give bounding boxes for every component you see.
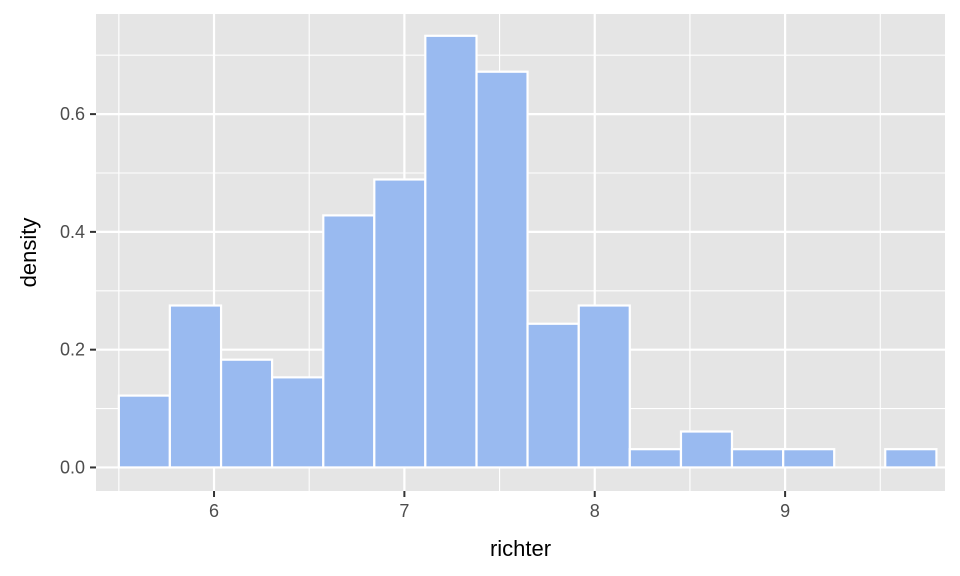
histogram-bar <box>730 448 785 469</box>
histogram-bar <box>424 34 478 469</box>
histogram-bar <box>884 448 938 469</box>
y-tick-label: 0.4 <box>60 222 85 242</box>
y-axis-ticks: 0.0 0.2 0.4 0.6 <box>60 104 96 477</box>
histogram-bar <box>475 70 529 469</box>
x-tick-label: 9 <box>780 501 790 521</box>
x-tick-label: 7 <box>399 501 409 521</box>
histogram-bar <box>526 322 580 469</box>
y-tick-label: 0.6 <box>60 104 85 124</box>
histogram-bar <box>117 394 171 469</box>
histogram-bar <box>628 448 683 469</box>
histogram-bar <box>679 430 734 469</box>
histogram-bar <box>219 358 274 469</box>
histogram-bar <box>322 214 376 469</box>
histogram-bar <box>373 178 427 469</box>
histogram-bar <box>168 304 223 469</box>
x-axis-title: richter <box>490 536 551 561</box>
y-tick-label: 0.0 <box>60 457 85 477</box>
x-tick-label: 6 <box>209 501 219 521</box>
x-axis-ticks: 6 7 8 9 <box>209 491 790 521</box>
y-axis-title: density <box>16 218 41 288</box>
histogram-bars <box>117 34 938 469</box>
histogram-bar <box>782 448 836 469</box>
histogram-bar <box>577 304 631 469</box>
histogram-bar <box>270 376 325 469</box>
y-tick-label: 0.2 <box>60 340 85 360</box>
x-tick-label: 8 <box>590 501 600 521</box>
